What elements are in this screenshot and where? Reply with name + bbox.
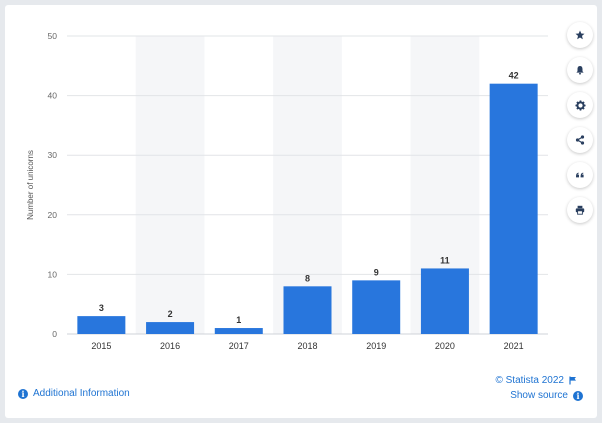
y-tick-label: 30 xyxy=(48,150,58,160)
y-tick-label: 20 xyxy=(48,210,58,220)
additional-information-label: Additional Information xyxy=(33,388,130,399)
x-tick-label: 2018 xyxy=(297,341,317,351)
band-2016 xyxy=(135,36,205,334)
info-icon: i xyxy=(18,388,28,399)
favorite-button[interactable] xyxy=(567,22,593,48)
x-tick-label: 2020 xyxy=(435,341,455,351)
band-2018 xyxy=(273,36,342,334)
show-source-link[interactable]: Show source i xyxy=(510,390,583,401)
show-source-label: Show source xyxy=(510,390,568,401)
bar-2020 xyxy=(420,268,469,334)
print-button[interactable] xyxy=(567,197,593,223)
toolbar xyxy=(567,22,595,232)
bell-icon xyxy=(576,66,584,75)
data-label: 9 xyxy=(374,267,379,277)
star-icon xyxy=(575,30,585,40)
y-tick-labels: 0 10 20 30 40 50 xyxy=(48,31,58,339)
print-icon xyxy=(575,205,585,215)
bar-2018 xyxy=(283,286,332,334)
gear-icon xyxy=(574,99,586,111)
bar-2016 xyxy=(146,322,195,334)
x-tick-label: 2021 xyxy=(504,341,524,351)
data-label: 42 xyxy=(509,71,519,81)
share-button[interactable] xyxy=(567,127,593,153)
notification-button[interactable] xyxy=(567,57,593,83)
y-axis-label: Number of unicorns xyxy=(26,150,35,220)
x-tick-label: 2016 xyxy=(160,341,180,351)
alternating-bands xyxy=(135,36,480,334)
y-tick-label: 0 xyxy=(52,329,57,339)
statista-credit: © Statista 2022 xyxy=(495,375,577,386)
bar-2017 xyxy=(214,328,263,334)
cite-button[interactable] xyxy=(567,162,593,188)
y-tick-label: 50 xyxy=(48,31,58,41)
bar-2019 xyxy=(352,280,401,334)
data-label: 2 xyxy=(168,309,173,319)
bar-2015 xyxy=(77,316,126,334)
y-tick-label: 40 xyxy=(48,91,58,101)
data-label: 1 xyxy=(236,315,241,325)
settings-button[interactable] xyxy=(567,92,593,118)
data-labels: 3 2 1 8 9 11 42 xyxy=(99,71,519,325)
credit-label: © Statista 2022 xyxy=(495,375,564,386)
bar-2021 xyxy=(489,83,538,335)
bars xyxy=(77,83,538,335)
x-tick-label: 2017 xyxy=(229,341,249,351)
additional-information-link[interactable]: i Additional Information xyxy=(18,388,130,399)
data-label: 8 xyxy=(305,273,310,283)
quote-icon xyxy=(576,172,584,178)
data-label: 3 xyxy=(99,303,104,313)
bar-chart: 3 2 1 8 9 11 42 2015 2016 2017 2018 2019 2020 2021 0… xyxy=(26,31,548,351)
flag-icon xyxy=(569,376,576,385)
data-label: 11 xyxy=(440,255,450,265)
x-tick-label: 2019 xyxy=(366,341,386,351)
info-icon: i xyxy=(573,390,583,401)
chart-card: 3 2 1 8 9 11 42 2015 2016 2017 2018 2019 2020 2021 0… xyxy=(5,5,597,418)
x-tick-labels: 2015 2016 2017 2018 2019 2020 2021 xyxy=(91,341,523,351)
x-tick-label: 2015 xyxy=(91,341,111,351)
share-icon xyxy=(575,135,585,145)
y-tick-label: 10 xyxy=(48,269,58,279)
